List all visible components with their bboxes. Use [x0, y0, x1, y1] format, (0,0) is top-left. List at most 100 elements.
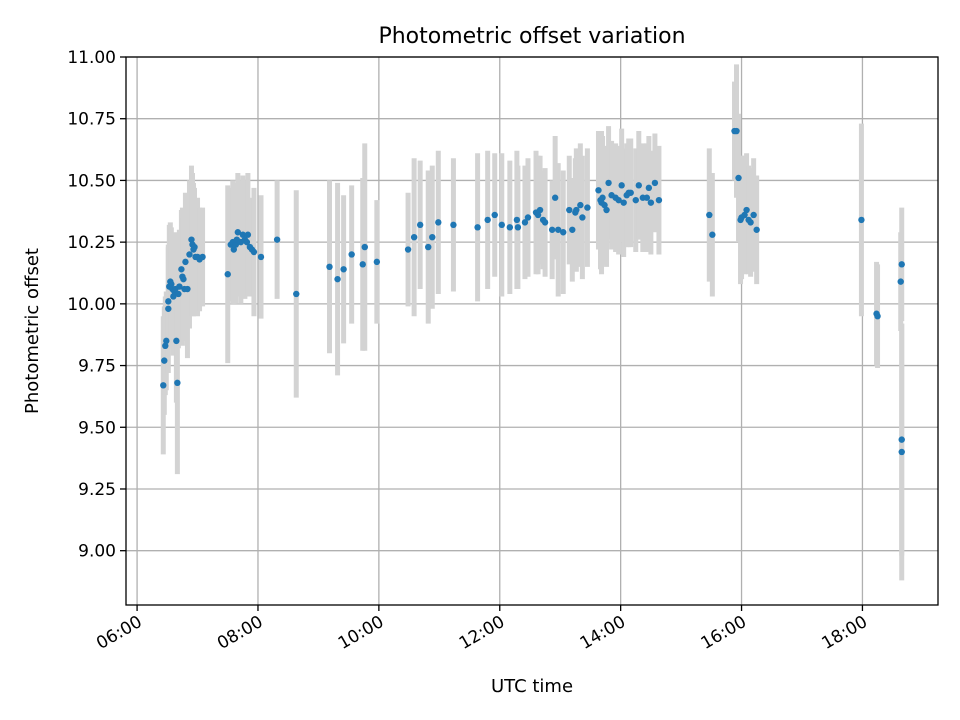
data-point — [750, 211, 757, 219]
data-point — [548, 226, 556, 233]
data-point — [506, 224, 514, 231]
data-point — [534, 211, 542, 219]
data-point — [498, 221, 505, 229]
data-point — [170, 293, 177, 300]
data-point — [176, 283, 183, 290]
x-tick-label: 10:00 — [335, 612, 387, 654]
data-point — [326, 263, 333, 271]
data-point — [239, 231, 247, 238]
data-point — [741, 211, 748, 219]
y-tick-label: 10.50 — [67, 171, 116, 191]
data-point — [257, 253, 265, 261]
data-point — [173, 337, 180, 345]
data-point — [747, 219, 754, 226]
data-point — [605, 179, 612, 187]
data-point — [753, 226, 760, 233]
data-point — [273, 236, 281, 243]
y-tick-label: 10.75 — [67, 110, 116, 130]
data-point — [554, 226, 562, 233]
data-point — [244, 231, 252, 238]
data-point — [513, 216, 521, 224]
data-point — [293, 290, 300, 298]
data-point — [584, 204, 591, 211]
x-tick-label: 18:00 — [819, 612, 871, 654]
data-point — [643, 194, 651, 201]
x-tick-label: 14:00 — [577, 612, 629, 654]
data-point — [404, 246, 412, 253]
error-bars — [160, 64, 905, 581]
data-point — [168, 280, 175, 288]
y-tick-label: 11.00 — [67, 48, 116, 68]
data-point — [165, 298, 172, 305]
data-point — [858, 216, 865, 224]
data-point — [359, 261, 366, 268]
data-point — [191, 243, 198, 251]
x-axis-label: UTC time — [491, 676, 573, 697]
grid — [126, 56, 938, 605]
data-point — [373, 258, 381, 266]
data-point — [348, 251, 355, 258]
data-point — [524, 214, 532, 221]
data-point — [733, 127, 740, 135]
x-tick-label: 12:00 — [456, 612, 508, 654]
data-point — [178, 266, 185, 273]
data-point — [743, 206, 750, 214]
data-point — [361, 243, 368, 251]
x-tick-label: 06:00 — [93, 612, 145, 654]
data-point — [180, 275, 187, 283]
data-point — [620, 199, 627, 206]
data-point — [645, 184, 653, 192]
data-point — [898, 448, 905, 456]
data-point — [250, 248, 258, 256]
data-point — [224, 271, 231, 278]
data-point — [429, 233, 436, 241]
y-tick-label: 9.25 — [78, 480, 116, 500]
data-point — [410, 233, 418, 241]
data-point — [163, 337, 170, 345]
data-point — [425, 243, 432, 251]
data-point — [234, 229, 242, 236]
x-tick-label: 16:00 — [698, 612, 750, 654]
data-points — [160, 127, 905, 456]
data-point — [484, 216, 491, 224]
data-point — [599, 194, 606, 201]
data-point — [615, 196, 622, 204]
data-point — [184, 285, 191, 293]
y-tick-label: 10.00 — [67, 295, 116, 315]
data-point — [186, 251, 193, 258]
data-point — [230, 246, 237, 253]
data-point — [435, 219, 442, 226]
data-point — [450, 221, 457, 229]
data-point — [340, 266, 347, 273]
data-point — [566, 206, 573, 214]
data-point — [165, 305, 172, 312]
data-point — [655, 196, 663, 204]
data-point — [560, 229, 567, 236]
data-point — [573, 206, 580, 214]
data-point — [175, 290, 182, 298]
data-point — [188, 236, 195, 243]
data-point — [632, 196, 639, 204]
y-tick-label: 10.25 — [67, 233, 116, 253]
data-point — [162, 342, 169, 350]
data-point — [627, 189, 634, 196]
x-tick-label: 08:00 — [214, 612, 266, 654]
data-point — [569, 226, 576, 233]
data-point — [706, 211, 713, 219]
plot-frame — [125, 56, 939, 606]
data-point — [595, 187, 602, 194]
data-point — [491, 211, 498, 219]
data-point — [647, 199, 655, 206]
data-point — [199, 253, 206, 261]
chart-title: Photometric offset variation — [378, 24, 685, 49]
data-point — [474, 224, 481, 231]
data-point — [618, 182, 625, 189]
data-point — [601, 201, 608, 209]
data-point — [182, 258, 189, 266]
data-point — [536, 206, 544, 214]
data-point — [514, 224, 522, 231]
data-point — [898, 261, 905, 268]
y-tick-label: 9.00 — [78, 542, 116, 562]
data-point — [577, 201, 584, 209]
data-point — [603, 206, 610, 214]
